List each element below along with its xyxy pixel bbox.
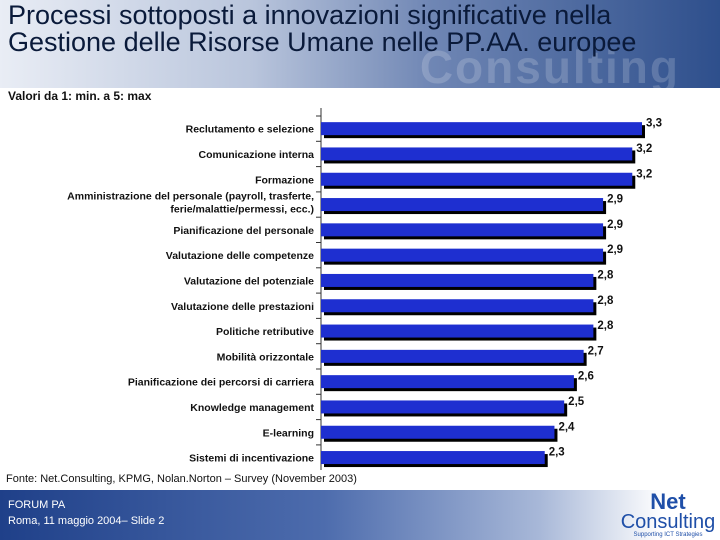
logo-tagline: Supporting ICT Strategies <box>633 532 703 538</box>
bar <box>321 273 594 287</box>
source-note: Fonte: Net.Consulting, KPMG, Nolan.Norto… <box>6 473 357 485</box>
category-label: ferie/malattie/permessi, ecc.) <box>170 204 314 216</box>
category-label: Amministrazione del personale (payroll, … <box>67 191 314 203</box>
header-watermark: Consulting <box>419 41 680 88</box>
value-label: 2,9 <box>607 244 623 256</box>
chart-subtitle: Valori da 1: min. a 5: max <box>8 89 152 103</box>
page-title: Processi sottoposti a innovazioni signif… <box>8 0 637 57</box>
footer-event: FORUM PA <box>8 499 66 511</box>
category-label: Mobilità orizzontale <box>217 351 315 363</box>
category-label: E-learning <box>263 427 314 439</box>
header-banner: Consulting Processi sottoposti a innovaz… <box>0 0 720 88</box>
value-label: 3,2 <box>636 168 652 180</box>
bar <box>321 375 574 389</box>
logo-line2: Consulting <box>620 511 716 533</box>
bar <box>321 299 594 313</box>
value-label: 2,8 <box>597 320 614 332</box>
value-label: 2,8 <box>597 269 614 281</box>
value-label: 2,9 <box>607 194 623 206</box>
bar <box>321 425 555 439</box>
bar <box>321 248 604 262</box>
category-label: Knowledge management <box>190 402 314 414</box>
bar <box>321 122 642 136</box>
category-label: Formazione <box>255 174 314 186</box>
bar-chart: 3,3 Reclutamento e selezione 3,2 Comunicazi… <box>67 108 662 470</box>
category-label: Sistemi di incentivazione <box>189 453 314 465</box>
footer-date: Roma, 11 maggio 2004– Slide 2 <box>8 515 165 527</box>
value-label: 3,3 <box>646 118 662 130</box>
bar <box>321 198 604 212</box>
bar <box>321 172 633 186</box>
category-label: Comunicazione interna <box>198 149 314 161</box>
category-label: Reclutamento e selezione <box>186 124 315 136</box>
netconsulting-logo: Net Consulting Supporting ICT Strategies <box>618 489 718 539</box>
value-label: 2,8 <box>597 295 614 307</box>
bar <box>321 451 545 465</box>
value-label: 2,7 <box>588 345 604 357</box>
bar <box>321 147 633 161</box>
bar <box>321 223 604 237</box>
footer-bar: FORUM PA Roma, 11 maggio 2004– Slide 2 <box>0 490 720 540</box>
value-label: 2,3 <box>549 447 565 459</box>
category-label: Politiche retributive <box>216 326 314 338</box>
category-label: Pianificazione dei percorsi di carriera <box>128 377 314 389</box>
value-label: 2,5 <box>568 396 585 408</box>
value-label: 2,9 <box>607 219 623 231</box>
bar <box>321 400 565 414</box>
category-label: Valutazione del potenziale <box>184 275 314 287</box>
category-label: Valutazione delle prestazioni <box>171 301 314 313</box>
category-label: Valutazione delle competenze <box>166 250 314 262</box>
value-label: 3,2 <box>636 143 652 155</box>
category-label: Pianificazione del personale <box>173 225 314 237</box>
bar <box>321 349 584 363</box>
value-label: 2,6 <box>578 371 594 383</box>
logo-line1: Net <box>650 489 686 514</box>
bar <box>321 324 594 338</box>
value-label: 2,4 <box>558 421 575 433</box>
